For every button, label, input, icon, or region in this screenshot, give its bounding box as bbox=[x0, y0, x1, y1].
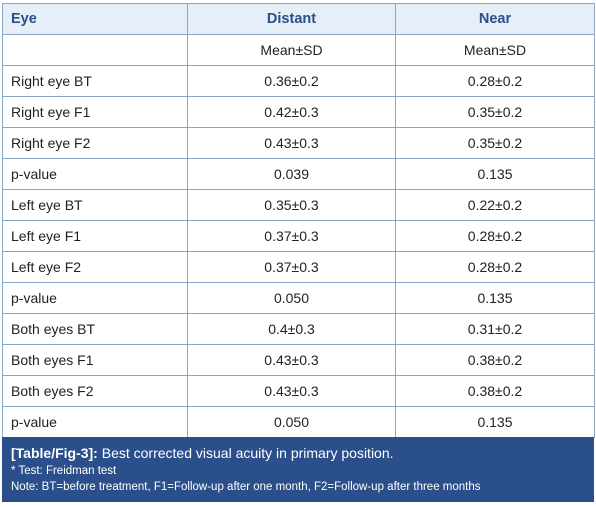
row-near: 0.135 bbox=[395, 282, 595, 314]
subheader-near: Mean±SD bbox=[395, 34, 595, 66]
row-near: 0.22±0.2 bbox=[395, 189, 595, 221]
row-label: Right eye F2 bbox=[2, 127, 188, 159]
row-label: Right eye BT bbox=[2, 65, 188, 97]
row-near: 0.35±0.2 bbox=[395, 127, 595, 159]
row-near: 0.28±0.2 bbox=[395, 65, 595, 97]
row-distant: 0.43±0.3 bbox=[187, 344, 396, 376]
row-distant: 0.4±0.3 bbox=[187, 313, 396, 345]
row-distant: 0.43±0.3 bbox=[187, 375, 396, 407]
caption-tag: [Table/Fig-3]: bbox=[11, 445, 98, 461]
table-row: Both eyes F1 0.43±0.3 0.38±0.2 bbox=[2, 344, 595, 376]
subheader-eye bbox=[2, 34, 188, 66]
row-near: 0.38±0.2 bbox=[395, 344, 595, 376]
table-row: p-value 0.050 0.135 bbox=[2, 406, 595, 438]
row-distant: 0.050 bbox=[187, 406, 396, 438]
table-row: Right eye F2 0.43±0.3 0.35±0.2 bbox=[2, 127, 595, 159]
row-label: Right eye F1 bbox=[2, 96, 188, 128]
row-label: Both eyes F1 bbox=[2, 344, 188, 376]
subheader-row: Mean±SD Mean±SD bbox=[2, 34, 595, 66]
table-row: Right eye F1 0.42±0.3 0.35±0.2 bbox=[2, 96, 595, 128]
row-near: 0.35±0.2 bbox=[395, 96, 595, 128]
table-row: p-value 0.039 0.135 bbox=[2, 158, 595, 190]
header-eye: Eye bbox=[2, 3, 188, 35]
row-label: Left eye F2 bbox=[2, 251, 188, 283]
subheader-distant: Mean±SD bbox=[187, 34, 396, 66]
row-label: p-value bbox=[2, 158, 188, 190]
row-distant: 0.36±0.2 bbox=[187, 65, 396, 97]
table-caption: [Table/Fig-3]: Best corrected visual acu… bbox=[2, 437, 594, 502]
table-row: Both eyes BT 0.4±0.3 0.31±0.2 bbox=[2, 313, 595, 345]
table-row: Right eye BT 0.36±0.2 0.28±0.2 bbox=[2, 65, 595, 97]
row-label: Both eyes BT bbox=[2, 313, 188, 345]
row-near: 0.31±0.2 bbox=[395, 313, 595, 345]
header-distant: Distant bbox=[187, 3, 396, 35]
row-near: 0.135 bbox=[395, 406, 595, 438]
table-figure: Eye Distant Near Mean±SD Mean±SD Right e… bbox=[2, 3, 595, 502]
caption-abbrev-note: Note: BT=before treatment, F1=Follow-up … bbox=[11, 481, 481, 493]
table-row: p-value 0.050 0.135 bbox=[2, 282, 595, 314]
header-near: Near bbox=[395, 3, 595, 35]
table-row: Left eye BT 0.35±0.3 0.22±0.2 bbox=[2, 189, 595, 221]
row-distant: 0.039 bbox=[187, 158, 396, 190]
caption-title: Best corrected visual acuity in primary … bbox=[97, 445, 394, 461]
row-distant: 0.42±0.3 bbox=[187, 96, 396, 128]
table-row: Both eyes F2 0.43±0.3 0.38±0.2 bbox=[2, 375, 595, 407]
caption-test-note: * Test: Freidman test bbox=[11, 465, 117, 477]
visual-acuity-table: Eye Distant Near Mean±SD Mean±SD Right e… bbox=[2, 3, 595, 438]
row-distant: 0.37±0.3 bbox=[187, 220, 396, 252]
row-distant: 0.35±0.3 bbox=[187, 189, 396, 221]
row-near: 0.28±0.2 bbox=[395, 251, 595, 283]
table-row: Left eye F1 0.37±0.3 0.28±0.2 bbox=[2, 220, 595, 252]
table-row: Left eye F2 0.37±0.3 0.28±0.2 bbox=[2, 251, 595, 283]
header-row: Eye Distant Near bbox=[2, 3, 595, 35]
row-distant: 0.37±0.3 bbox=[187, 251, 396, 283]
row-near: 0.135 bbox=[395, 158, 595, 190]
row-distant: 0.43±0.3 bbox=[187, 127, 396, 159]
row-label: Left eye BT bbox=[2, 189, 188, 221]
row-label: p-value bbox=[2, 282, 188, 314]
caption-title-line: [Table/Fig-3]: Best corrected visual acu… bbox=[11, 444, 585, 463]
row-label: Left eye F1 bbox=[2, 220, 188, 252]
row-label: Both eyes F2 bbox=[2, 375, 188, 407]
row-distant: 0.050 bbox=[187, 282, 396, 314]
row-near: 0.28±0.2 bbox=[395, 220, 595, 252]
row-label: p-value bbox=[2, 406, 188, 438]
row-near: 0.38±0.2 bbox=[395, 375, 595, 407]
